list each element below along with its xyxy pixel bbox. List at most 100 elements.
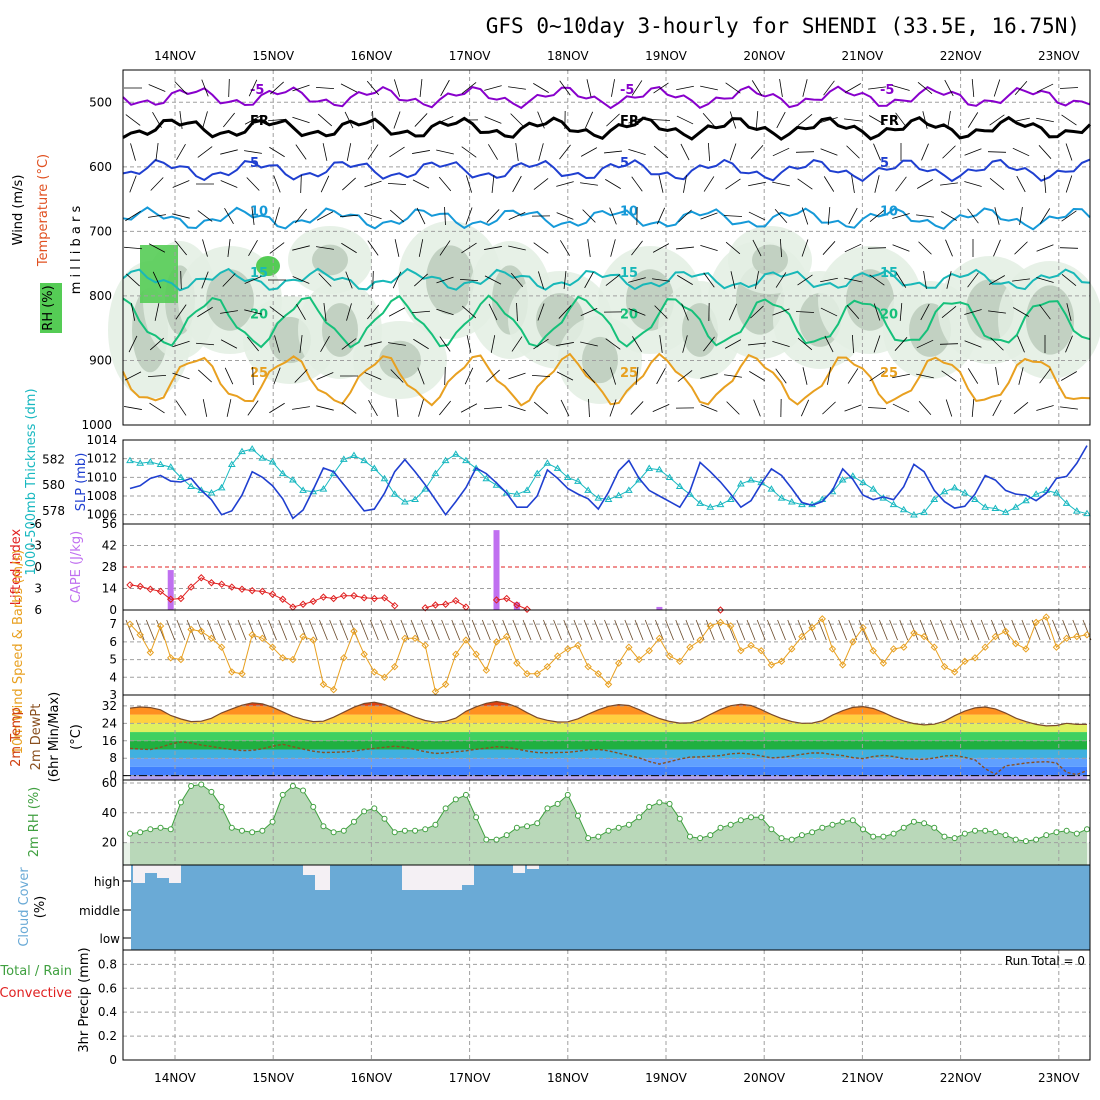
wind-barb xyxy=(700,244,718,252)
wind-barb xyxy=(226,399,232,417)
wind-barb xyxy=(461,242,477,254)
wind-barb xyxy=(531,374,551,378)
date-label-bottom: 17NOV xyxy=(449,1071,491,1085)
lifted-index-line xyxy=(496,597,528,610)
thickness-point xyxy=(747,476,755,483)
rh-point xyxy=(300,787,307,794)
rh-point xyxy=(554,800,561,807)
wind-speed-point xyxy=(472,650,480,658)
wind-speed-point xyxy=(197,627,205,635)
wind-barb xyxy=(964,340,982,348)
wind-speed-point xyxy=(411,634,419,643)
rh-point xyxy=(310,803,317,810)
thickness-point xyxy=(207,489,216,496)
rh-point xyxy=(218,803,225,810)
wind-barb xyxy=(292,84,310,92)
y-axis-label-millibars: m i l l i b a r s xyxy=(69,206,84,295)
thickness-point xyxy=(991,504,1000,511)
wind-speed-point xyxy=(380,673,389,681)
thickness-point xyxy=(390,490,399,497)
rh-legend-swatch xyxy=(40,283,62,333)
wind-barb xyxy=(317,113,333,127)
wind-barb xyxy=(892,213,910,219)
wind-barb xyxy=(748,342,766,346)
wind-barb xyxy=(726,401,740,415)
wind-barb xyxy=(147,374,167,378)
wind-barb xyxy=(247,400,259,416)
thickness-point xyxy=(869,485,878,492)
wind-barb xyxy=(751,80,763,96)
wind-barb xyxy=(172,372,190,380)
lifted-index-point xyxy=(156,587,165,596)
wind-speed-point xyxy=(187,625,195,634)
wind-speed-point xyxy=(207,634,216,643)
surface-wind-barb xyxy=(665,619,674,641)
wind-barb xyxy=(725,178,741,190)
wind-barb xyxy=(461,146,477,158)
wind-barb xyxy=(677,370,693,382)
lifted-index-point xyxy=(431,601,440,609)
lifted-index-point xyxy=(248,586,256,595)
wind-barb xyxy=(631,240,643,256)
thickness-point xyxy=(166,463,175,470)
wind-barb xyxy=(510,113,524,127)
wind-barb xyxy=(417,367,425,385)
thickness-point xyxy=(1032,490,1040,497)
rh-point xyxy=(391,829,398,836)
wind-barb xyxy=(652,278,670,282)
y-axis-label-convective: Convective xyxy=(0,986,72,1001)
rh-tick-label: 20 xyxy=(102,836,117,850)
wind-barb xyxy=(676,115,694,125)
wind-barb xyxy=(340,83,358,93)
wind-barb xyxy=(488,303,498,321)
wind-speed-point xyxy=(268,643,277,651)
surface-wind-barb xyxy=(471,619,481,641)
rh-point xyxy=(137,829,144,836)
wind-barb xyxy=(124,371,142,381)
chart-title: GFS 0~10day 3-hourly for SHENDI (33.5E, … xyxy=(486,14,1080,38)
wind-speed-point xyxy=(594,670,603,678)
rh-point xyxy=(473,814,480,821)
wind-barb xyxy=(556,212,574,220)
wind-barb xyxy=(971,398,975,418)
wind-barb xyxy=(795,151,815,153)
surface-wind-barb xyxy=(889,619,898,641)
wind-barb xyxy=(175,240,187,256)
cloud-gap xyxy=(157,865,169,878)
wind-barb xyxy=(844,277,862,283)
thickness-point xyxy=(350,451,358,459)
surface-wind-barb xyxy=(380,619,389,641)
wind-barb xyxy=(393,79,401,97)
wind-barb xyxy=(372,110,374,130)
surface-wind-barb xyxy=(787,619,797,641)
wind-barb xyxy=(676,246,694,250)
wind-speed-point xyxy=(513,659,521,667)
wind-barb xyxy=(533,338,549,350)
wind-barb xyxy=(1036,117,1054,123)
thickness-point xyxy=(431,469,440,477)
thickness-point xyxy=(217,483,226,491)
lifted-index-point xyxy=(258,587,267,596)
wind-barb xyxy=(873,303,881,321)
thickness-point xyxy=(380,474,389,482)
wind-barb xyxy=(1038,145,1052,159)
wind-speed-point xyxy=(452,650,460,658)
wind-barb xyxy=(126,273,140,287)
date-label-bottom: 15NOV xyxy=(252,1071,294,1085)
wind-barb xyxy=(508,404,526,412)
rh-point xyxy=(249,829,256,836)
thickness-point xyxy=(940,487,949,495)
surface-wind-barb xyxy=(532,619,542,641)
date-label-top: 22NOV xyxy=(940,49,982,63)
wind-barb xyxy=(676,85,694,91)
y-axis-label-2m-temp: 2m Temp xyxy=(9,707,24,767)
lifted-index-point xyxy=(187,583,195,591)
rh-point xyxy=(228,824,235,831)
wind-barb xyxy=(1039,208,1051,224)
wind-barb xyxy=(971,78,975,98)
rh-point xyxy=(534,820,541,827)
surface-wind-barb xyxy=(481,619,491,641)
wind-speed-point xyxy=(299,632,307,641)
rh-point xyxy=(656,799,663,806)
